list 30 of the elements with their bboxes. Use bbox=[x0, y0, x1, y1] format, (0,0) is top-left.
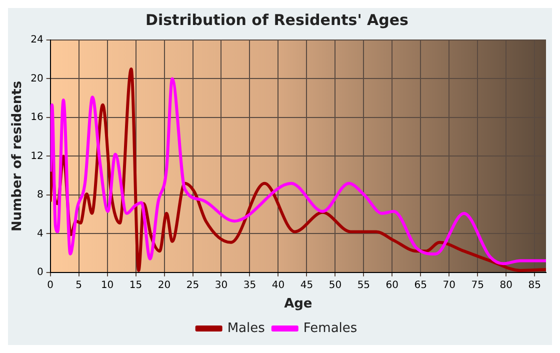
x-tick-label: 40 bbox=[272, 280, 285, 291]
y-tick-label: 0 bbox=[36, 266, 44, 278]
x-tick-label: 20 bbox=[158, 280, 171, 291]
y-axis-title: Number of residents bbox=[10, 80, 26, 232]
x-tick-label: 5 bbox=[76, 280, 82, 291]
x-tick-label: 55 bbox=[357, 280, 370, 291]
x-tick-label: 70 bbox=[442, 280, 456, 291]
x-tick-label: 15 bbox=[129, 280, 142, 291]
x-tick-label: 45 bbox=[300, 280, 314, 291]
y-tick-label: 16 bbox=[30, 112, 44, 124]
x-tick-label: 10 bbox=[100, 280, 114, 291]
y-tick-label: 8 bbox=[36, 190, 44, 201]
y-tick-label: 20 bbox=[30, 73, 44, 84]
x-axis-title: Age bbox=[284, 296, 312, 312]
x-tick-label: 25 bbox=[186, 280, 200, 291]
y-tick-label: 24 bbox=[30, 34, 44, 46]
chart-title: Distribution of Residents' Ages bbox=[146, 10, 409, 29]
x-tick-label: 60 bbox=[386, 280, 399, 291]
x-tick-label: 30 bbox=[214, 280, 228, 291]
y-tick-label: 4 bbox=[36, 228, 44, 240]
x-tick-label: 0 bbox=[47, 280, 54, 291]
x-tick-label: 65 bbox=[414, 280, 428, 291]
legend-label: Males bbox=[227, 320, 266, 336]
x-tick-label: 80 bbox=[500, 280, 512, 291]
x-tick-label: 50 bbox=[328, 280, 342, 291]
y-tick-label: 12 bbox=[30, 150, 44, 162]
x-tick-label: 85 bbox=[528, 280, 541, 291]
x-tick-label: 35 bbox=[243, 280, 256, 291]
legend-label: Females bbox=[303, 320, 358, 336]
x-tick-label: 75 bbox=[471, 280, 484, 291]
